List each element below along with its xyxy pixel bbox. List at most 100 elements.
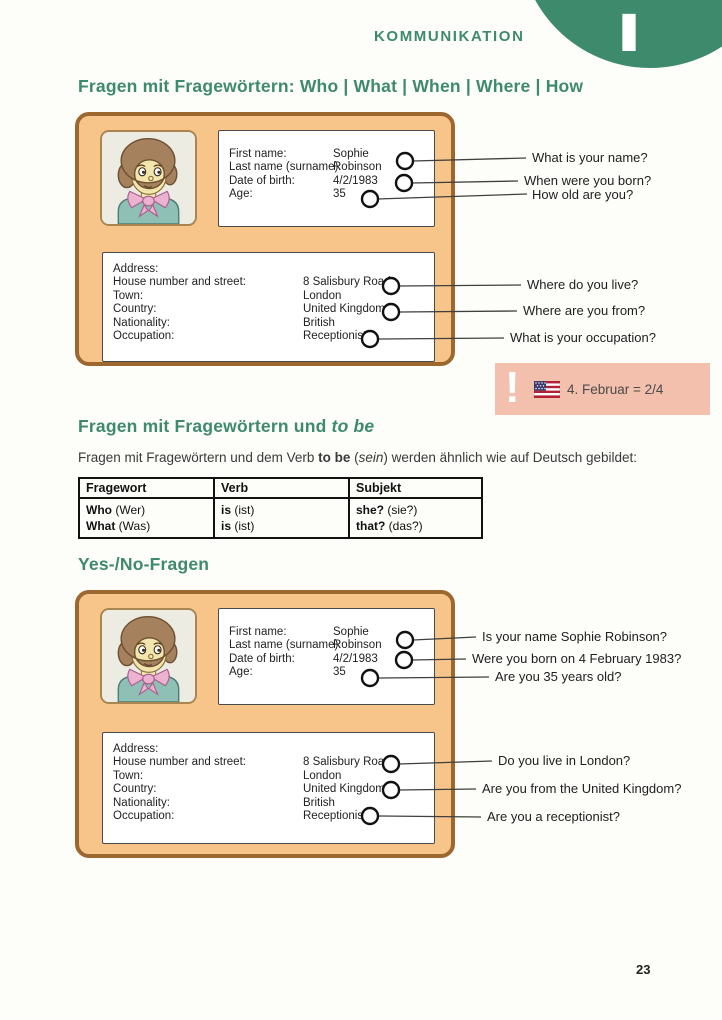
field-value: 4/2/1983 — [333, 174, 378, 187]
table-row: What (Was) is (ist) that? (das?) — [78, 518, 483, 538]
section1-heading: Fragen mit Fragewörtern: Who | What | Wh… — [78, 76, 584, 96]
wh-question-3: How old are you? — [532, 187, 634, 202]
section3-heading: Yes-/No-Fragen — [78, 554, 210, 574]
field-row: Last name (surname): Robinson — [229, 639, 434, 652]
field-value: Receptionist — [303, 810, 367, 823]
field-row: Country: United Kingdom — [113, 303, 434, 316]
yn-question-3: Are you 35 years old? — [495, 669, 622, 684]
intro-bold: to be — [318, 450, 351, 465]
note-box: ! 4. Februar = 2/4 — [495, 363, 710, 415]
field-row: Address: — [113, 263, 434, 276]
field-value: 35 — [333, 188, 346, 201]
id-card-1: First name: Sophie Last name (surname): Ro… — [75, 112, 455, 366]
field-label: Occupation: — [113, 810, 175, 823]
table-header-cell: Fragewort — [78, 477, 215, 499]
field-value: 35 — [333, 666, 346, 679]
table-cell: Who (Wer) — [78, 498, 215, 518]
id-card-2: First name: Sophie Last name (surname): Ro… — [75, 590, 455, 858]
field-label: House number and street: — [113, 756, 246, 769]
woman-portrait-illustration — [102, 132, 195, 224]
field-label: Date of birth: — [229, 652, 295, 665]
chapter-header: KOMMUNIKATION — [374, 28, 525, 45]
field-label: Town: — [113, 769, 144, 782]
yn-question-2: Were you born on 4 February 1983? — [472, 651, 682, 666]
field-label: Country: — [113, 783, 157, 796]
yn-question-4: Do you live in London? — [498, 753, 631, 768]
field-value: United Kingdom — [303, 303, 385, 316]
unit-number: I — [616, 3, 642, 63]
page-number: 23 — [636, 962, 651, 977]
field-row: First name: Sophie — [229, 626, 434, 639]
field-row: Age: 35 — [229, 188, 434, 201]
field-value: 4/2/1983 — [333, 652, 378, 665]
field-label: Address: — [113, 743, 159, 755]
english-word: What — [86, 519, 116, 533]
field-label: Town: — [113, 289, 144, 302]
field-row: First name: Sophie — [229, 148, 434, 161]
german-translation: (ist) — [231, 519, 255, 533]
field-value: British — [303, 316, 335, 329]
intro-text: ( — [350, 450, 359, 465]
german-translation: (Was) — [115, 519, 151, 533]
field-row: Occupation: Receptionist — [113, 810, 434, 823]
field-label: Nationality: — [113, 316, 170, 329]
field-value: London — [303, 289, 342, 302]
field-label: Last name (surname): — [229, 639, 342, 652]
field-row: Date of birth: 4/2/1983 — [229, 175, 434, 188]
section2-heading-italic: to be — [331, 416, 375, 436]
field-label: Address: — [113, 263, 159, 275]
wh-question-1: What is your name? — [532, 150, 648, 165]
field-label: First name: — [229, 148, 287, 160]
field-value: 8 Salisbury Road — [303, 756, 391, 769]
german-translation: (das?) — [385, 519, 423, 533]
field-value: Receptionist — [303, 330, 367, 343]
intro-text: ) werden ähnlich wie auf Deutsch gebilde… — [383, 450, 638, 465]
german-translation: (ist) — [231, 503, 255, 517]
yn-question-5: Are you from the United Kingdom? — [482, 781, 682, 796]
section2-heading: Fragen mit Fragewörtern und to be — [78, 416, 374, 437]
field-row: Address: — [113, 743, 434, 756]
table-row: Who (Wer) is (ist) she? (sie?) — [78, 498, 483, 518]
yn-question-6: Are you a receptionist? — [487, 809, 620, 824]
intro-italic: sein — [358, 450, 384, 465]
woman-portrait-illustration — [102, 610, 195, 702]
field-value: Sophie — [333, 626, 369, 638]
personal-info-box: First name: Sophie Last name (surname): Ro… — [218, 130, 435, 227]
field-row: Town: London — [113, 770, 434, 783]
field-value: Sophie — [333, 148, 369, 160]
note-text: 4. Februar = 2/4 — [567, 382, 664, 397]
field-row: Age: 35 — [229, 666, 434, 679]
table-cell: is (ist) — [213, 498, 350, 518]
grammar-table: Fragewort Verb Subjekt Who (Wer) is (ist… — [78, 477, 483, 539]
field-label: First name: — [229, 626, 287, 638]
field-row: House number and street: 8 Salisbury Road — [113, 756, 434, 769]
field-label: Nationality: — [113, 796, 170, 809]
table-cell: is (ist) — [213, 518, 350, 538]
intro-paragraph: Fragen mit Fragewörtern und dem Verb to … — [78, 450, 637, 465]
address-box: Address: House number and street: 8 Salis… — [102, 732, 435, 844]
field-row: Date of birth: 4/2/1983 — [229, 653, 434, 666]
portrait-photo — [100, 130, 197, 226]
field-value: Robinson — [333, 639, 382, 652]
field-row: Town: London — [113, 290, 434, 303]
exclamation-icon: ! — [505, 363, 520, 412]
english-word: she? — [356, 503, 385, 517]
table-header-row: Fragewort Verb Subjekt — [78, 477, 483, 499]
us-flag-icon — [534, 381, 560, 398]
field-row: Nationality: British — [113, 317, 434, 330]
field-label: Occupation: — [113, 330, 175, 343]
personal-info-box: First name: Sophie Last name (surname): Ro… — [218, 608, 435, 705]
field-label: Date of birth: — [229, 174, 295, 187]
english-word: Who — [86, 503, 112, 517]
table-header-cell: Verb — [213, 477, 350, 499]
english-word: is — [221, 503, 232, 517]
field-value: United Kingdom — [303, 783, 385, 796]
field-row: Occupation: Receptionist — [113, 330, 434, 343]
field-value: British — [303, 796, 335, 809]
field-label: Age: — [229, 666, 253, 679]
english-word: that? — [356, 519, 386, 533]
field-row: Nationality: British — [113, 797, 434, 810]
yn-question-1: Is your name Sophie Robinson? — [482, 629, 668, 644]
field-label: Age: — [229, 188, 253, 201]
